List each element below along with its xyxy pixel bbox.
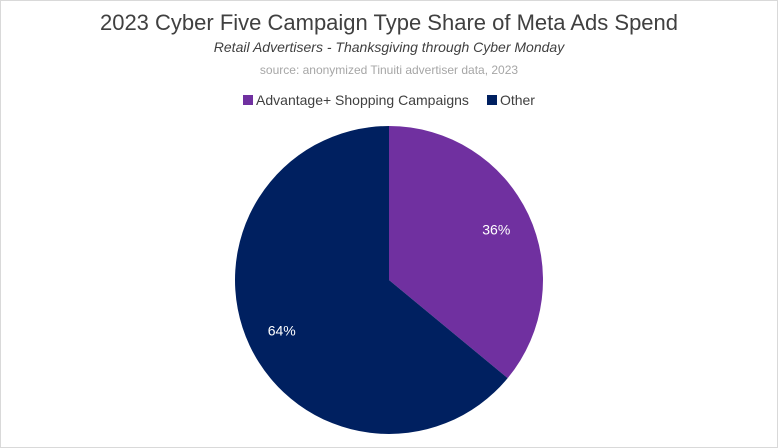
chart-title: 2023 Cyber Five Campaign Type Share of M… bbox=[99, 10, 679, 35]
legend-item-advantage: Advantage+ Shopping Campaigns bbox=[243, 92, 469, 108]
legend-label-other: Other bbox=[499, 92, 535, 108]
legend-item-other: Other bbox=[486, 92, 535, 108]
data-label-advantage: 36% bbox=[482, 222, 510, 238]
pie-slice-other bbox=[234, 126, 508, 434]
legend-label-advantage: Advantage+ Shopping Campaigns bbox=[256, 92, 469, 108]
data-label-other: 64% bbox=[268, 322, 296, 338]
chart-subtitle: Retail Advertisers - Thanksgiving throug… bbox=[213, 39, 565, 55]
legend-swatch-advantage bbox=[243, 95, 254, 105]
chart-source-note: source: anonymized Tinuiti advertiser da… bbox=[259, 63, 519, 77]
pie-slice-advantage bbox=[389, 126, 543, 379]
chart-legend: Advantage+ Shopping Campaigns Other bbox=[0, 92, 778, 108]
legend-swatch-other bbox=[486, 95, 497, 105]
